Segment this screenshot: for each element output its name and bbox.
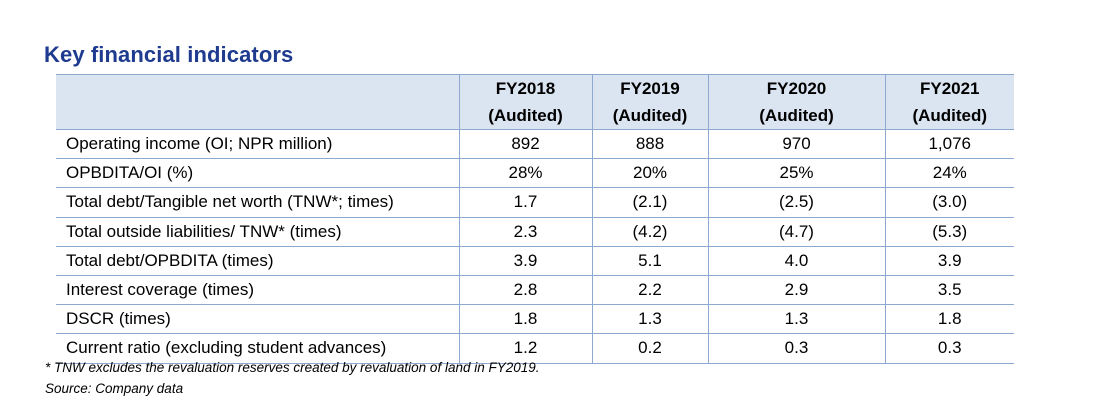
table-row: OPBDITA/OI (%) 28% 20% 25% 24% — [56, 158, 1014, 189]
table-row: DSCR (times) 1.8 1.3 1.3 1.8 — [56, 304, 1014, 335]
table-row: Total debt/Tangible net worth (TNW*; tim… — [56, 187, 1014, 218]
row-label: Current ratio (excluding student advance… — [56, 333, 459, 364]
column-status: (Audited) — [759, 106, 834, 125]
table-row: Current ratio (excluding student advance… — [56, 333, 1014, 364]
table-cell: 2.9 — [707, 275, 885, 306]
row-label: Interest coverage (times) — [56, 275, 459, 306]
column-status: (Audited) — [488, 106, 563, 125]
table-cell: 0.3 — [707, 333, 885, 364]
table-cell: 970 — [707, 129, 885, 160]
column-status: (Audited) — [912, 106, 988, 125]
section-title: Key financial indicators — [44, 42, 294, 67]
table-row: Operating income (OI; NPR million) 892 8… — [56, 129, 1014, 160]
table-cell: 5.1 — [591, 246, 708, 276]
column-header: FY2019 (Audited) — [591, 74, 708, 130]
table-cell: 24% — [884, 158, 1014, 189]
table-cell: (3.0) — [884, 187, 1014, 218]
table-row: Total debt/OPBDITA (times) 3.9 5.1 4.0 3… — [56, 246, 1014, 276]
table-cell: 3.5 — [884, 275, 1014, 306]
table-cell: 892 — [458, 129, 592, 160]
table-cell: (5.3) — [884, 217, 1014, 247]
table-cell: 2.2 — [591, 275, 708, 306]
table-row: Interest coverage (times) 2.8 2.2 2.9 3.… — [56, 275, 1014, 306]
table-notes: * TNW excludes the revaluation reserves … — [45, 357, 540, 399]
table-header-row: FY2018 (Audited) FY2019 (Audited) FY2020… — [56, 74, 1014, 130]
column-year: FY2019 — [620, 79, 680, 98]
table-cell: (2.5) — [707, 187, 885, 218]
column-header: FY2018 (Audited) — [458, 74, 592, 130]
table-cell: 0.2 — [591, 333, 708, 364]
header-label-cell — [56, 74, 459, 130]
table-cell: (2.1) — [591, 187, 708, 218]
table-cell: 1,076 — [884, 129, 1014, 160]
financial-indicators-table: FY2018 (Audited) FY2019 (Audited) FY2020… — [56, 74, 1014, 364]
table-row: Total outside liabilities/ TNW* (times) … — [56, 217, 1014, 247]
table-cell: 25% — [707, 158, 885, 189]
table-cell: 4.0 — [707, 246, 885, 276]
row-label: DSCR (times) — [56, 304, 459, 335]
row-label: Total debt/Tangible net worth (TNW*; tim… — [56, 187, 459, 218]
footnote: * TNW excludes the revaluation reserves … — [45, 360, 540, 375]
row-label: Operating income (OI; NPR million) — [56, 129, 459, 160]
column-year: FY2021 — [919, 79, 980, 98]
table-cell: 28% — [458, 158, 592, 189]
table-cell: 1.3 — [707, 304, 885, 335]
column-header: FY2021 (Audited) — [884, 74, 1014, 130]
column-header: FY2020 (Audited) — [707, 74, 885, 130]
table-cell: 1.7 — [458, 187, 592, 218]
table-cell: 1.8 — [884, 304, 1014, 335]
source-note: Source: Company data — [45, 381, 184, 396]
table-cell: 3.9 — [884, 246, 1014, 276]
table-cell: 0.3 — [884, 333, 1014, 364]
table-cell: 2.8 — [458, 275, 592, 306]
table-cell: 1.2 — [458, 333, 592, 364]
table-cell: (4.7) — [707, 217, 885, 247]
table-cell: 1.3 — [591, 304, 708, 335]
column-year: FY2020 — [766, 79, 827, 98]
table-cell: 20% — [591, 158, 708, 189]
row-label: OPBDITA/OI (%) — [56, 158, 459, 189]
column-year: FY2018 — [495, 79, 556, 98]
row-label: Total outside liabilities/ TNW* (times) — [56, 217, 459, 247]
table-cell: (4.2) — [591, 217, 708, 247]
row-label: Total debt/OPBDITA (times) — [56, 246, 459, 276]
table-cell: 3.9 — [458, 246, 592, 276]
table-cell: 2.3 — [458, 217, 592, 247]
column-status: (Audited) — [612, 106, 688, 125]
table-cell: 888 — [591, 129, 708, 160]
table-cell: 1.8 — [458, 304, 592, 335]
